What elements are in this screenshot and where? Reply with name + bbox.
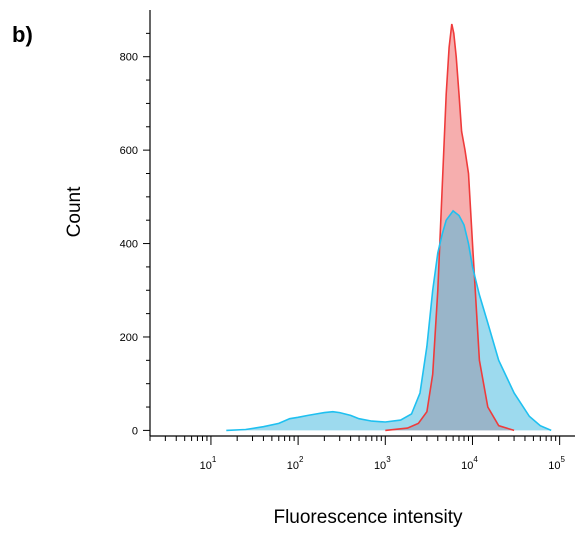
axes	[149, 10, 575, 437]
y-axis-title: Count	[64, 186, 85, 237]
y-tick-label: 800	[120, 52, 138, 64]
y-tick-label: 0	[132, 425, 138, 437]
x-tick-label: 104	[461, 455, 478, 472]
series-red-line	[385, 23, 515, 432]
y-tick-label: 200	[120, 332, 138, 344]
x-ticks: 101 102 103 104 105	[149, 436, 566, 472]
y-ticks: 0 200 400 600 800	[120, 32, 150, 437]
x-axis-title: Fluorescence intensity	[273, 507, 463, 528]
y-tick-label: 400	[120, 239, 138, 251]
x-tick-label: 102	[287, 455, 304, 472]
x-tick-label: 103	[374, 455, 391, 472]
panel-label: b)	[12, 22, 33, 47]
series-lines	[226, 23, 552, 432]
series-blue-area	[226, 210, 552, 431]
x-tick-label: 101	[200, 455, 217, 472]
series-fills	[226, 24, 552, 431]
series-blue-line	[226, 209, 552, 432]
y-tick-label: 600	[120, 145, 138, 157]
x-tick-label: 105	[548, 455, 565, 472]
